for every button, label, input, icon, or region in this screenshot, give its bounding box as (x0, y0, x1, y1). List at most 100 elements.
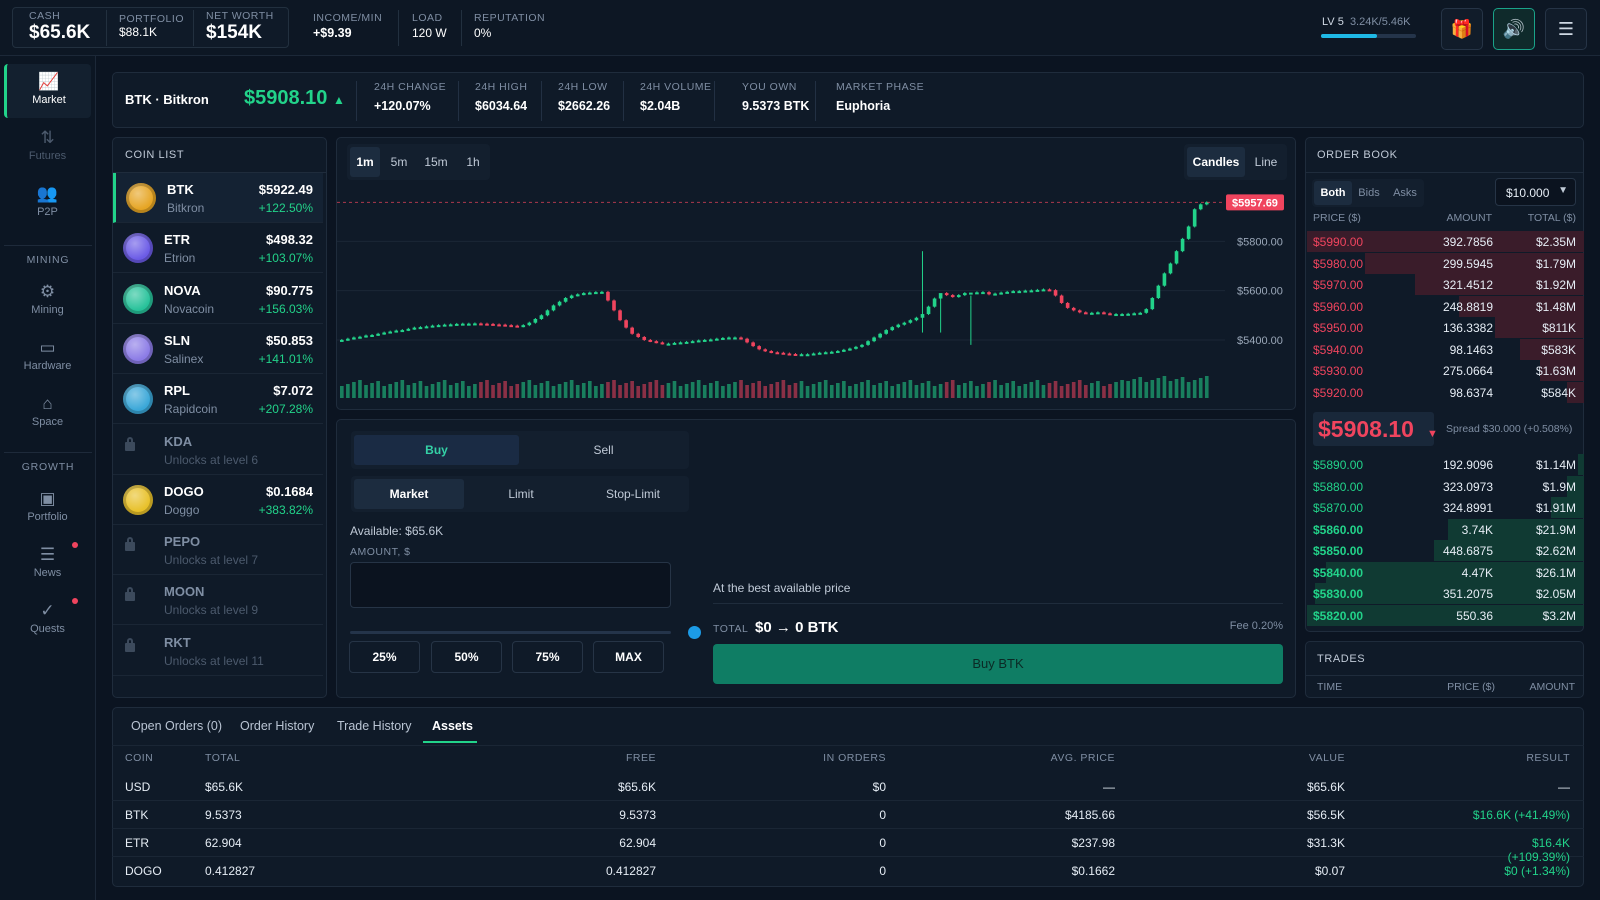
ask-row[interactable]: $5940.00 98.1463 $583K (1306, 338, 1584, 361)
pct-max-button[interactable]: MAX (593, 641, 664, 673)
amount-slider-track[interactable] (350, 631, 671, 634)
volume-bar (866, 380, 870, 398)
candle (1077, 310, 1082, 313)
volume-bar (1011, 381, 1016, 398)
ask-row[interactable]: $5920.00 98.6374 $584K (1306, 381, 1584, 404)
volume-bar (648, 382, 653, 398)
tab-assets[interactable]: Assets (432, 719, 473, 733)
tab-order-history[interactable]: Order History (240, 719, 315, 733)
nav-mining[interactable]: ⚙ Mining (4, 274, 91, 328)
volume-bar (545, 381, 550, 398)
candle (660, 342, 665, 345)
book-amount: 192.9096 (1442, 458, 1493, 472)
volume-bar (527, 380, 532, 398)
order-book-title: ORDER BOOK (1317, 149, 1398, 161)
coin-row-rpl[interactable]: RPL Rapidcoin $7.072 +207.28% (113, 374, 323, 425)
volume-bar (376, 381, 380, 398)
grouping-select[interactable]: $10.000 ▼ (1495, 178, 1576, 206)
divider (112, 745, 1584, 746)
order-total: TOTAL $0 → 0 BTK (713, 619, 839, 636)
filter-asks[interactable]: Asks (1393, 187, 1417, 199)
timeframe-1h[interactable]: 1h (466, 155, 480, 169)
timeframe-1m[interactable]: 1m (350, 147, 380, 177)
nav-hardware[interactable]: ▭ Hardware (4, 330, 91, 384)
bid-row[interactable]: $5840.00 4.47K $26.1M (1306, 561, 1584, 584)
timeframe-5m[interactable]: 5m (390, 155, 408, 169)
bid-row[interactable]: $5860.00 3.74K $21.9M (1306, 518, 1584, 541)
coin-row-etr[interactable]: ETR Etrion $498.32 +103.07% (113, 223, 323, 274)
pct-75-button[interactable]: 75% (512, 641, 583, 673)
order-type-limit[interactable]: Limit (508, 487, 534, 501)
book-price: $5950.00 (1313, 321, 1364, 335)
tab-trade-history[interactable]: Trade History (337, 719, 412, 733)
menu-button[interactable]: ☰ (1545, 8, 1587, 50)
timeframe-15m[interactable]: 15m (424, 155, 448, 169)
nav-space[interactable]: ⌂ Space (4, 386, 91, 440)
price-chart[interactable]: $5957.69 $5800.00 $5600.00 $5400.00 (337, 186, 1295, 409)
timeframe-selector: 1m 5m 15m 1h (347, 144, 490, 180)
nav-portfolio[interactable]: ▣ Portfolio (4, 481, 91, 535)
ask-row[interactable]: $5980.00 299.5945 $1.79M (1306, 252, 1584, 275)
bid-row[interactable]: $5880.00 323.0973 $1.9M (1306, 475, 1584, 498)
filter-bids[interactable]: Bids (1358, 187, 1380, 199)
volume-bar (1059, 386, 1064, 398)
candle (376, 333, 380, 336)
candle (1096, 312, 1100, 315)
volume-bar (751, 383, 755, 398)
buy-submit-button[interactable]: Buy BTK (713, 644, 1283, 684)
coin-name: Rapidcoin (164, 402, 218, 417)
ask-row[interactable]: $5990.00 392.7856 $2.35M (1306, 231, 1584, 253)
coin-row-sln[interactable]: SLN Salinex $50.853 +141.01% (113, 324, 323, 374)
bid-row[interactable]: $5820.00 550.36 $3.2M (1306, 604, 1584, 627)
gift-button[interactable]: 🎁 (1441, 8, 1483, 50)
chip-icon: ⚙ (39, 282, 56, 301)
sell-tab[interactable]: Sell (593, 443, 614, 457)
depth-bar (1307, 604, 1584, 626)
volume-bar (430, 384, 435, 398)
amount-slider-handle[interactable] (688, 626, 701, 639)
candle (739, 337, 743, 340)
candle (793, 354, 798, 356)
bid-row[interactable]: $5830.00 351.2075 $2.05M (1306, 583, 1584, 605)
nav-quests[interactable]: ✓ Quests (4, 593, 91, 647)
mode-candles[interactable]: Candles (1187, 147, 1245, 177)
pct-50-button[interactable]: 50% (431, 641, 502, 673)
cash-stat: CASH $65.6K (29, 10, 91, 43)
news-icon: ☰ (39, 545, 56, 564)
mode-line[interactable]: Line (1254, 155, 1278, 169)
candle (400, 330, 405, 333)
bid-row[interactable]: $5890.00 192.9096 $1.14M (1306, 454, 1584, 476)
candle (1108, 313, 1112, 316)
coin-logo-icon (123, 384, 153, 415)
order-type-market[interactable]: Market (354, 479, 464, 509)
pct-25-button[interactable]: 25% (349, 641, 420, 673)
sound-button[interactable]: 🔊 (1493, 8, 1535, 50)
ask-row[interactable]: $5960.00 248.8819 $1.48M (1306, 295, 1584, 318)
ask-row[interactable]: $5930.00 275.0664 $1.63M (1306, 360, 1584, 382)
candle (557, 301, 562, 306)
order-type-stop-limit[interactable]: Stop-Limit (605, 487, 661, 501)
ask-row[interactable]: $5950.00 136.3382 $811K (1306, 317, 1584, 339)
nav-p2p[interactable]: 👥 P2P (4, 176, 91, 230)
nav-news[interactable]: ☰ News (4, 537, 91, 591)
ask-row[interactable]: $5970.00 321.4512 $1.92M (1306, 274, 1584, 296)
buy-tab[interactable]: Buy (354, 435, 519, 465)
tab-open-orders[interactable]: Open Orders (0) (131, 719, 223, 733)
candle (860, 344, 864, 347)
candle (690, 341, 695, 344)
bid-row[interactable]: $5870.00 324.8991 $1.91M (1306, 497, 1584, 519)
coin-row-btk[interactable]: BTK Bitkron $5922.49 +122.50% (113, 173, 323, 223)
nav-market[interactable]: 📈 Market (4, 64, 91, 118)
amount-input[interactable] (350, 562, 671, 608)
asset-cell: 0 (879, 836, 886, 850)
candle (672, 342, 677, 345)
coin-row-nova[interactable]: NOVA Novacoin $90.775 +156.03% (113, 274, 323, 324)
volume-bar (618, 385, 622, 398)
nav-futures[interactable]: ⇅ Futures (4, 120, 91, 174)
coin-row-dogo[interactable]: DOGO Doggo $0.1684 +383.82% (113, 475, 323, 525)
volume-bar (1090, 383, 1094, 398)
candle (436, 325, 441, 328)
filter-both[interactable]: Both (1314, 181, 1352, 205)
candle (908, 320, 913, 323)
bid-row[interactable]: $5850.00 448.6875 $2.62M (1306, 540, 1584, 562)
